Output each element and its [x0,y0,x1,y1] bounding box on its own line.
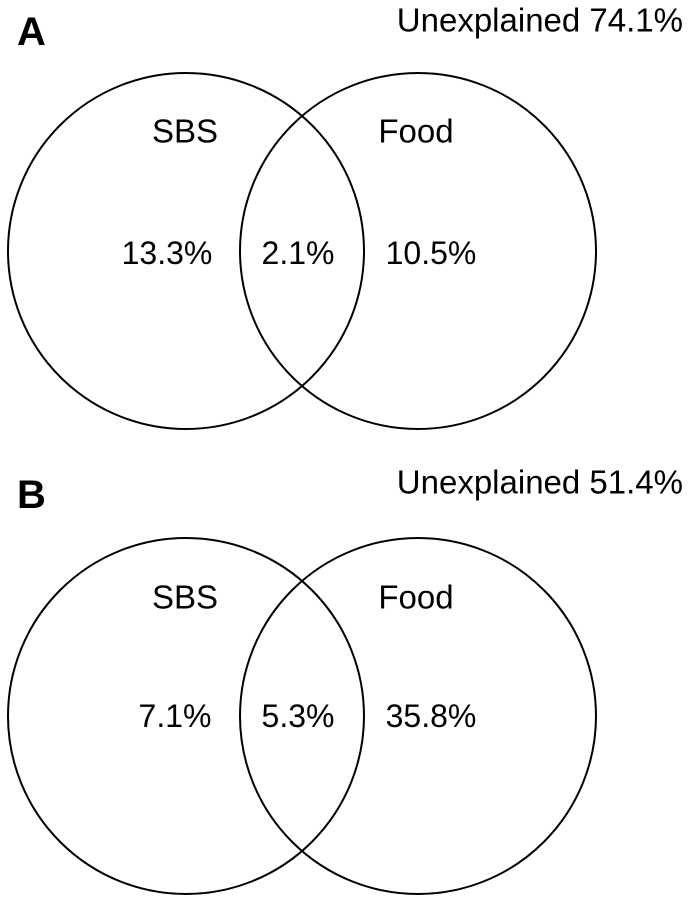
food-circle [239,72,597,430]
panel-letter: B [17,473,46,517]
overlap-value: 2.1% [261,235,335,271]
overlap-value: 5.3% [261,698,335,734]
food-only-value: 35.8% [385,698,477,734]
sbs-only-value: 7.1% [138,698,212,734]
panel-a: A Unexplained 74.1% SBS Food 13.3% 2.1% … [7,1,683,430]
food-circle [239,537,597,895]
sbs-circle [7,72,365,430]
panel-b: B Unexplained 51.4% SBS Food 7.1% 5.3% 3… [0,450,689,899]
sbs-set-label: SBS [151,112,219,150]
food-set-label: Food [378,578,454,616]
food-set-label: Food [378,112,454,150]
unexplained-label: Unexplained 74.1% [396,1,683,39]
venn-diagram-b [7,537,597,895]
food-only-value: 10.5% [385,235,477,271]
venn-diagram-a [7,72,597,430]
panel-letter: A [17,10,46,54]
sbs-circle [7,537,365,895]
unexplained-label: Unexplained 51.4% [396,463,683,501]
sbs-set-label: SBS [151,578,219,616]
sbs-only-value: 13.3% [121,235,213,271]
